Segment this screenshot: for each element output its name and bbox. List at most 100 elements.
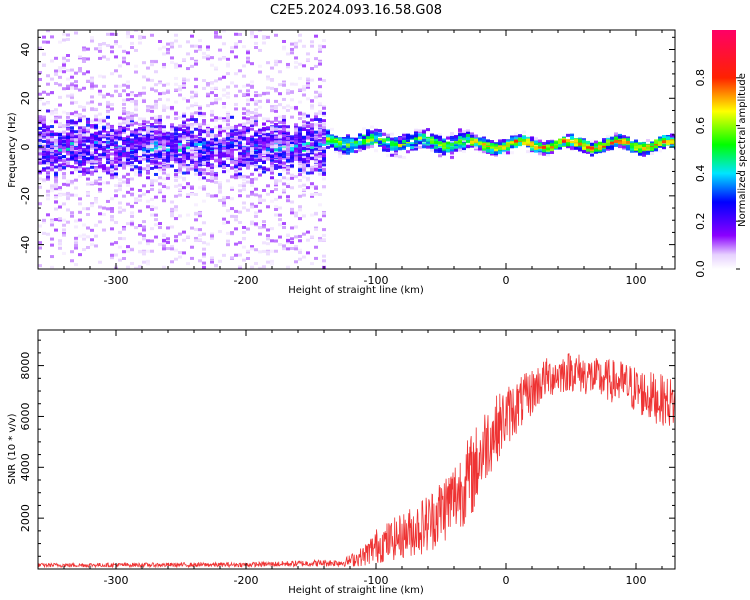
spectrogram-cell bbox=[274, 127, 278, 131]
spectrogram-cell bbox=[466, 133, 470, 137]
spectrogram-cell bbox=[354, 143, 358, 147]
spectrogram-cell bbox=[250, 32, 254, 36]
spectrogram-cell bbox=[214, 145, 218, 149]
spectrogram-cell bbox=[210, 234, 214, 238]
spectrogram-cell bbox=[38, 134, 42, 138]
spectrogram-cell bbox=[50, 186, 54, 190]
spectrogram-cell bbox=[482, 145, 486, 149]
spectrogram-cell bbox=[274, 99, 278, 103]
spectrogram-cell bbox=[470, 140, 474, 144]
spectrogram-cell bbox=[314, 135, 318, 139]
spectrogram-cell bbox=[82, 152, 86, 156]
spectrogram-cell bbox=[58, 115, 62, 119]
spectrogram-cell bbox=[322, 173, 326, 177]
spectrogram-cell bbox=[90, 140, 94, 144]
spectrogram-cell bbox=[286, 52, 290, 56]
spectrogram-cell bbox=[298, 133, 302, 137]
spectrogram-cell bbox=[278, 179, 282, 183]
spectrogram-cell bbox=[198, 39, 202, 43]
spectrogram-cell bbox=[226, 156, 230, 160]
spectrogram-cell bbox=[54, 180, 58, 184]
spectrogram-cell bbox=[98, 141, 102, 145]
spectrogram-cell bbox=[446, 144, 450, 148]
spectrogram-cell bbox=[486, 142, 490, 146]
spectrogram-cell bbox=[410, 135, 414, 139]
spectrogram-cell bbox=[42, 139, 46, 143]
spectrogram-cell bbox=[274, 187, 278, 191]
spectrogram-cell bbox=[214, 173, 218, 177]
spectrogram-cell bbox=[222, 75, 226, 79]
spectrogram-cell bbox=[230, 46, 234, 50]
spectrogram-cell bbox=[214, 159, 218, 163]
spectrogram-cell bbox=[318, 131, 322, 135]
spectrogram-cell bbox=[266, 77, 270, 81]
spectrogram-cell bbox=[498, 142, 502, 146]
spectrogram-cell bbox=[474, 143, 478, 147]
spectrogram-cell bbox=[166, 186, 170, 190]
spectrogram-cell bbox=[126, 35, 130, 39]
spectrogram-cell bbox=[262, 220, 266, 224]
spectrogram-cell bbox=[194, 165, 198, 169]
spectrogram-cell bbox=[346, 140, 350, 144]
spectrogram-cell bbox=[162, 166, 166, 170]
spectrogram-cell bbox=[262, 241, 266, 245]
spectrogram-cell bbox=[578, 138, 582, 142]
spectrogram-cell bbox=[558, 140, 562, 144]
spectrogram-cell bbox=[214, 138, 218, 142]
spectrogram-cell bbox=[42, 154, 46, 158]
spectrogram-cell bbox=[58, 217, 62, 221]
spectrogram-cell bbox=[298, 157, 302, 161]
spectrogram-cell bbox=[162, 177, 166, 181]
spectrogram-cell bbox=[38, 126, 42, 130]
spectrogram-cell bbox=[258, 113, 262, 117]
spectrogram-cell bbox=[226, 179, 230, 183]
spectrogram-cell bbox=[318, 49, 322, 53]
spectrogram-cell bbox=[314, 150, 318, 154]
spectrogram-cell bbox=[162, 138, 166, 142]
spectrogram-cell bbox=[322, 254, 326, 258]
spectrogram-cell bbox=[258, 105, 262, 109]
spectrogram-cell bbox=[146, 167, 150, 171]
spectrogram-cell bbox=[178, 183, 182, 187]
spectrogram-cell bbox=[110, 209, 114, 213]
spectrogram-cell bbox=[430, 136, 434, 140]
spectrogram-cell bbox=[110, 146, 114, 150]
spectrogram-cell bbox=[306, 97, 310, 101]
spectrogram-cell bbox=[178, 145, 182, 149]
spectrogram-cell bbox=[58, 187, 62, 191]
spectrogram-cell bbox=[502, 146, 506, 150]
spectrogram-cell bbox=[206, 157, 210, 161]
spectrogram-cell bbox=[302, 164, 306, 168]
spectrogram-cell bbox=[158, 127, 162, 131]
spectrogram-cell bbox=[238, 32, 242, 36]
spectrogram-cell bbox=[394, 141, 398, 145]
spectrogram-cell bbox=[150, 109, 154, 113]
spectrogram-cell bbox=[154, 218, 158, 222]
spectrogram-cell bbox=[254, 35, 258, 39]
spectrogram-cell bbox=[130, 177, 134, 181]
spectrogram-cell bbox=[210, 173, 214, 177]
spectrogram-cell bbox=[138, 140, 142, 144]
spectrogram-cell bbox=[314, 64, 318, 68]
spectrogram-cell bbox=[542, 152, 546, 156]
spectrogram-cell bbox=[266, 61, 270, 65]
spectrogram-cell bbox=[234, 227, 238, 231]
spectrogram-cell bbox=[166, 51, 170, 55]
spectrogram-cell bbox=[238, 163, 242, 167]
spectrogram-cell bbox=[162, 238, 166, 242]
spectrogram-cell bbox=[282, 47, 286, 51]
spectrogram-cell bbox=[94, 84, 98, 88]
spectrogram-cell bbox=[134, 158, 138, 162]
spectrogram-cell bbox=[130, 211, 134, 215]
spectrogram-cell bbox=[246, 113, 250, 117]
spectrogram-cell bbox=[282, 97, 286, 101]
spectrogram-cell bbox=[242, 146, 246, 150]
spectrogram-cell bbox=[562, 139, 566, 143]
spectrogram-cell bbox=[230, 256, 234, 260]
spectrogram-cell bbox=[162, 106, 166, 110]
spectrogram-cell bbox=[382, 148, 386, 152]
spectrogram-cell bbox=[550, 148, 554, 152]
spectrogram-cell bbox=[198, 259, 202, 263]
spectrogram-cell bbox=[258, 136, 262, 140]
spectrogram-cell bbox=[90, 108, 94, 112]
